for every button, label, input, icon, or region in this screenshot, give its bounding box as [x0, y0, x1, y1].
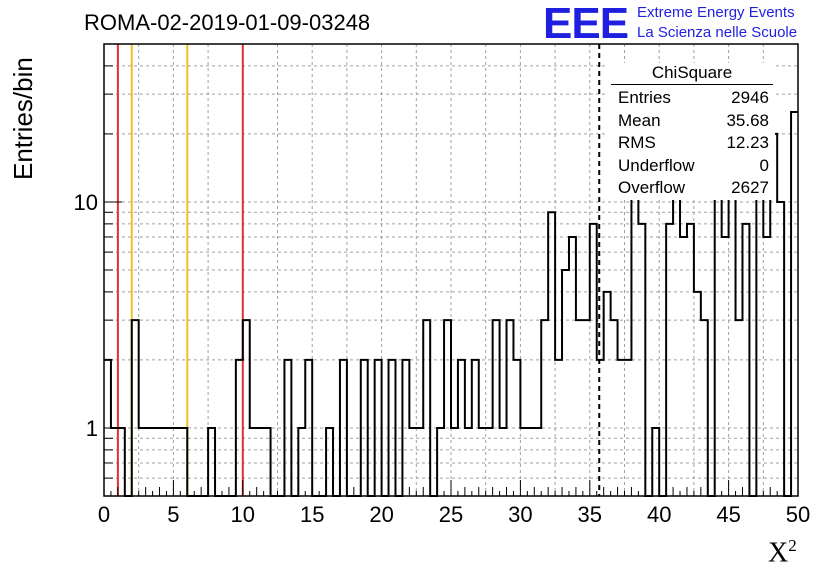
x-axis-label-sup: 2: [788, 536, 797, 555]
stats-row-overflow: Overflow 2627: [605, 177, 775, 200]
stats-row-underflow: Underflow 0: [605, 155, 775, 178]
logo-line-1: Extreme Energy Events: [637, 4, 795, 21]
logo-text: Extreme Energy Events La Scienza nelle S…: [637, 3, 797, 43]
x-tick-label: 50: [786, 502, 810, 527]
x-tick-label: 45: [716, 502, 740, 527]
x-axis-ticks: 0 5 10 15 20 25 30 35 40 45 50: [98, 480, 810, 527]
y-axis-label: Entries/bin: [8, 57, 38, 180]
stats-row-rms: RMS 12.23: [605, 132, 775, 155]
x-tick-label: 10: [231, 502, 255, 527]
x-tick-label: 40: [647, 502, 671, 527]
stats-box: ChiSquare Entries 2946 Mean 35.68 RMS 12.23…: [605, 63, 775, 200]
stats-value: 2946: [731, 88, 769, 107]
stats-label: Entries: [618, 88, 671, 107]
stats-value: 35.68: [726, 110, 769, 130]
histogram-outline: [104, 111, 798, 497]
y-tick-label: 10: [74, 190, 98, 215]
x-axis-label: X2: [768, 536, 797, 569]
eee-logo: EEE: [543, 0, 629, 48]
stats-label: Overflow: [618, 178, 686, 197]
x-tick-label: 0: [98, 502, 110, 527]
vertical-markers: [116, 44, 601, 496]
run-title: ROMA-02-2019-01-09-03248: [84, 10, 371, 35]
stats-value: 12.23: [726, 133, 769, 152]
x-tick-label: 5: [167, 502, 179, 527]
x-tick-label: 35: [578, 502, 602, 527]
stats-row-entries: Entries 2946: [605, 87, 775, 110]
x-tick-label: 20: [369, 502, 393, 527]
x-tick-label: 30: [508, 502, 532, 527]
y-tick-label: 1: [86, 416, 98, 441]
logo-line-2: La Scienza nelle Scuole: [637, 24, 798, 41]
stats-value: 0: [759, 155, 769, 175]
stats-title: ChiSquare: [611, 63, 773, 85]
stats-label: Underflow: [618, 155, 695, 175]
y-axis-ticks: 1 10: [74, 43, 122, 497]
stats-value: 2627: [731, 178, 769, 197]
x-tick-label: 25: [439, 502, 463, 527]
x-axis-label-main: X: [768, 537, 789, 569]
stats-row-mean: Mean 35.68: [605, 110, 775, 133]
x-tick-label: 15: [300, 502, 324, 527]
stats-label: RMS: [618, 133, 656, 152]
stats-label: Mean: [618, 110, 661, 130]
